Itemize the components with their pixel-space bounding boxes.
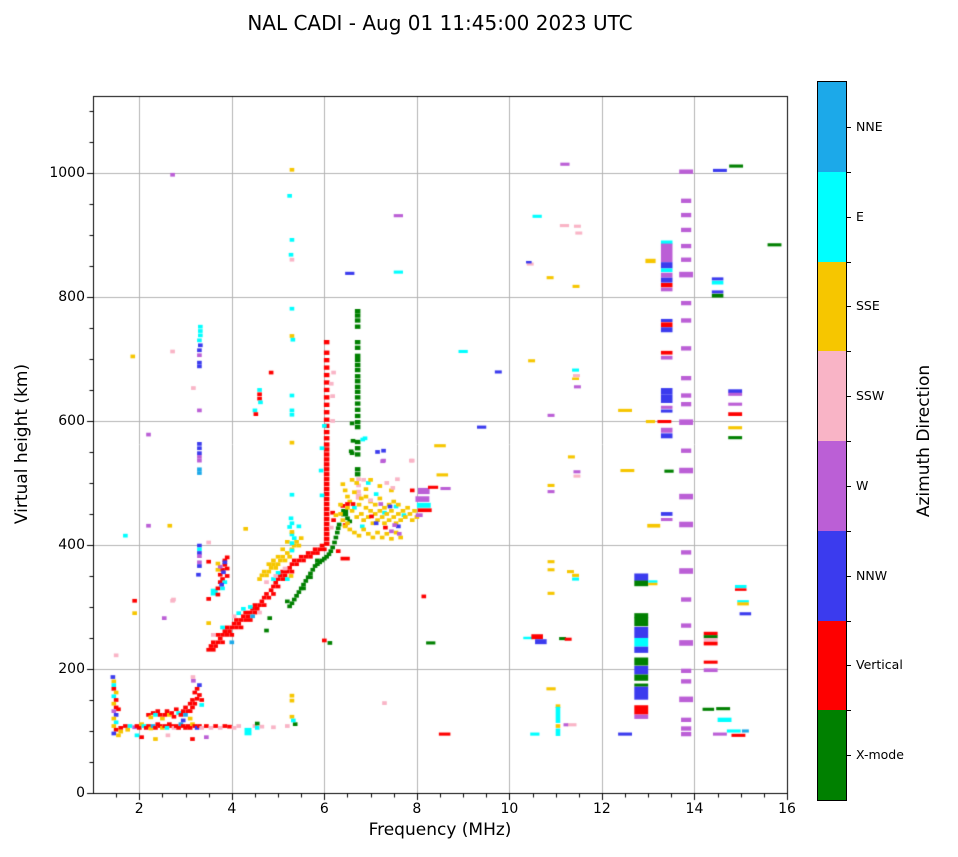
x-tick-label: 4 (227, 801, 237, 817)
colorbar-tick-label-e: E (856, 208, 864, 224)
colorbar-tick (847, 396, 851, 398)
colorbar-tick (847, 216, 851, 218)
colorbar-tick (847, 665, 851, 667)
colorbar-tick (847, 306, 851, 308)
colorbar-tick-label-nne: NNE (856, 118, 883, 134)
y-tick-label: 1000 (49, 164, 85, 181)
colorbar-tick-label-ssw: SSW (856, 388, 885, 404)
x-tick-label: 8 (412, 801, 422, 817)
colorbar (817, 81, 847, 801)
x-tick-label: 16 (778, 801, 796, 817)
colorbar-segment-w (818, 441, 846, 531)
colorbar-tick (847, 485, 851, 487)
colorbar-tick-label-x-mode: X-mode (856, 747, 904, 763)
y-tick-label: 200 (58, 660, 85, 677)
colorbar-tick-label-w: W (856, 477, 869, 493)
x-tick-label: 2 (134, 801, 144, 817)
y-tick-label: 0 (76, 785, 85, 801)
colorbar-boundary-tick (847, 351, 851, 353)
colorbar-segment-sse (818, 261, 846, 352)
colorbar-segment-nne (818, 82, 846, 172)
colorbar-boundary-tick (847, 710, 851, 712)
y-axis-label: Virtual height (km) (12, 363, 32, 525)
colorbar-tick-label-vertical: Vertical (856, 657, 903, 673)
colorbar-boundary-tick (847, 171, 851, 173)
x-tick-label: 10 (500, 801, 519, 817)
y-tick-label: 600 (58, 412, 85, 429)
colorbar-tick-label-sse: SSE (856, 298, 880, 314)
colorbar-segment-vertical (818, 620, 846, 711)
plot-title: NAL CADI - Aug 01 11:45:00 2023 UTC (247, 11, 633, 35)
colorbar-boundary-tick (847, 261, 851, 263)
y-tick-label: 800 (58, 288, 85, 305)
colorbar-segment-e (818, 171, 846, 262)
x-tick-label: 6 (319, 801, 329, 817)
x-tick-label: 14 (685, 801, 704, 817)
colorbar-tick (847, 126, 851, 128)
colorbar-segment-x-mode (818, 710, 846, 800)
colorbar-tick-label-nnw: NNW (856, 567, 888, 583)
x-axis-label: Frequency (MHz) (368, 820, 512, 840)
colorbar-label: Azimuth Direction (914, 364, 934, 518)
colorbar-boundary-tick (847, 441, 851, 442)
colorbar-tick (847, 575, 851, 577)
colorbar-boundary-tick (847, 530, 851, 532)
colorbar-segment-nnw (818, 530, 846, 621)
colorbar-segment-ssw (818, 351, 846, 441)
y-tick-label: 400 (58, 536, 85, 553)
x-tick-label: 12 (593, 801, 611, 817)
colorbar-boundary-tick (847, 620, 851, 622)
colorbar-tick (847, 755, 851, 757)
